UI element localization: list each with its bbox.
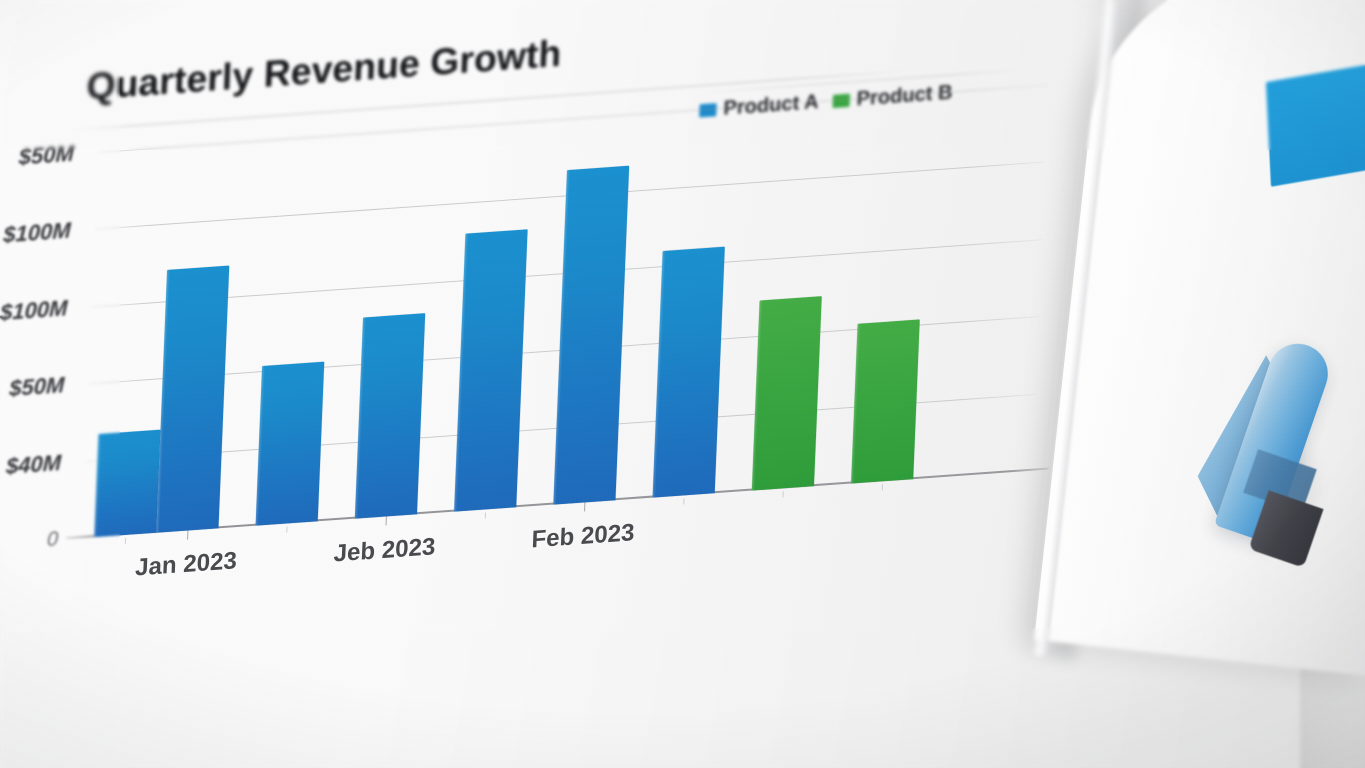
- x-axis-minor-tick: [124, 537, 127, 545]
- y-axis-tick-label: $40M: [5, 449, 62, 479]
- x-axis-minor-tick: [881, 484, 884, 491]
- bar: [354, 313, 426, 519]
- y-axis-tick-label: 0: [46, 528, 59, 552]
- x-axis-minor-tick: [484, 512, 487, 519]
- x-axis-tick: [187, 530, 189, 540]
- bar: [94, 429, 161, 538]
- bar: [751, 295, 822, 491]
- x-axis-minor-tick: [683, 498, 685, 505]
- y-axis-tick-label: $100M: [0, 294, 69, 325]
- bar: [454, 229, 528, 512]
- bar: [652, 246, 725, 498]
- x-axis-minor-tick: [286, 526, 288, 533]
- y-axis-tick-label: $50M: [8, 372, 65, 402]
- report-page-left: Quarterly Revenue Growth Product A Produ…: [0, 0, 1300, 768]
- y-axis-tick-label: $100M: [2, 217, 72, 248]
- x-axis-tick: [385, 516, 388, 526]
- x-axis-tick-label: Feb 2023: [530, 518, 636, 554]
- chart-title: Quarterly Revenue Growth: [85, 32, 563, 108]
- x-axis-minor-tick: [782, 491, 785, 498]
- bar: [255, 361, 325, 526]
- blue-pen: [1193, 332, 1363, 568]
- bar: [156, 265, 230, 533]
- chart-plot-area: $50M $100M $100M $50M $40M 0 Jan 2023 Jeb 2023 F…: [0, 84, 1049, 582]
- x-axis-tick-label: Jan 2023: [134, 547, 238, 582]
- chart-figure: Quarterly Revenue Growth Product A Produ…: [0, 0, 1120, 596]
- bar: [851, 319, 920, 484]
- y-axis-tick-label: $50M: [18, 140, 75, 170]
- x-axis-tick: [584, 502, 586, 512]
- x-axis-tick-label: Jeb 2023: [333, 533, 436, 568]
- bar: [553, 165, 630, 505]
